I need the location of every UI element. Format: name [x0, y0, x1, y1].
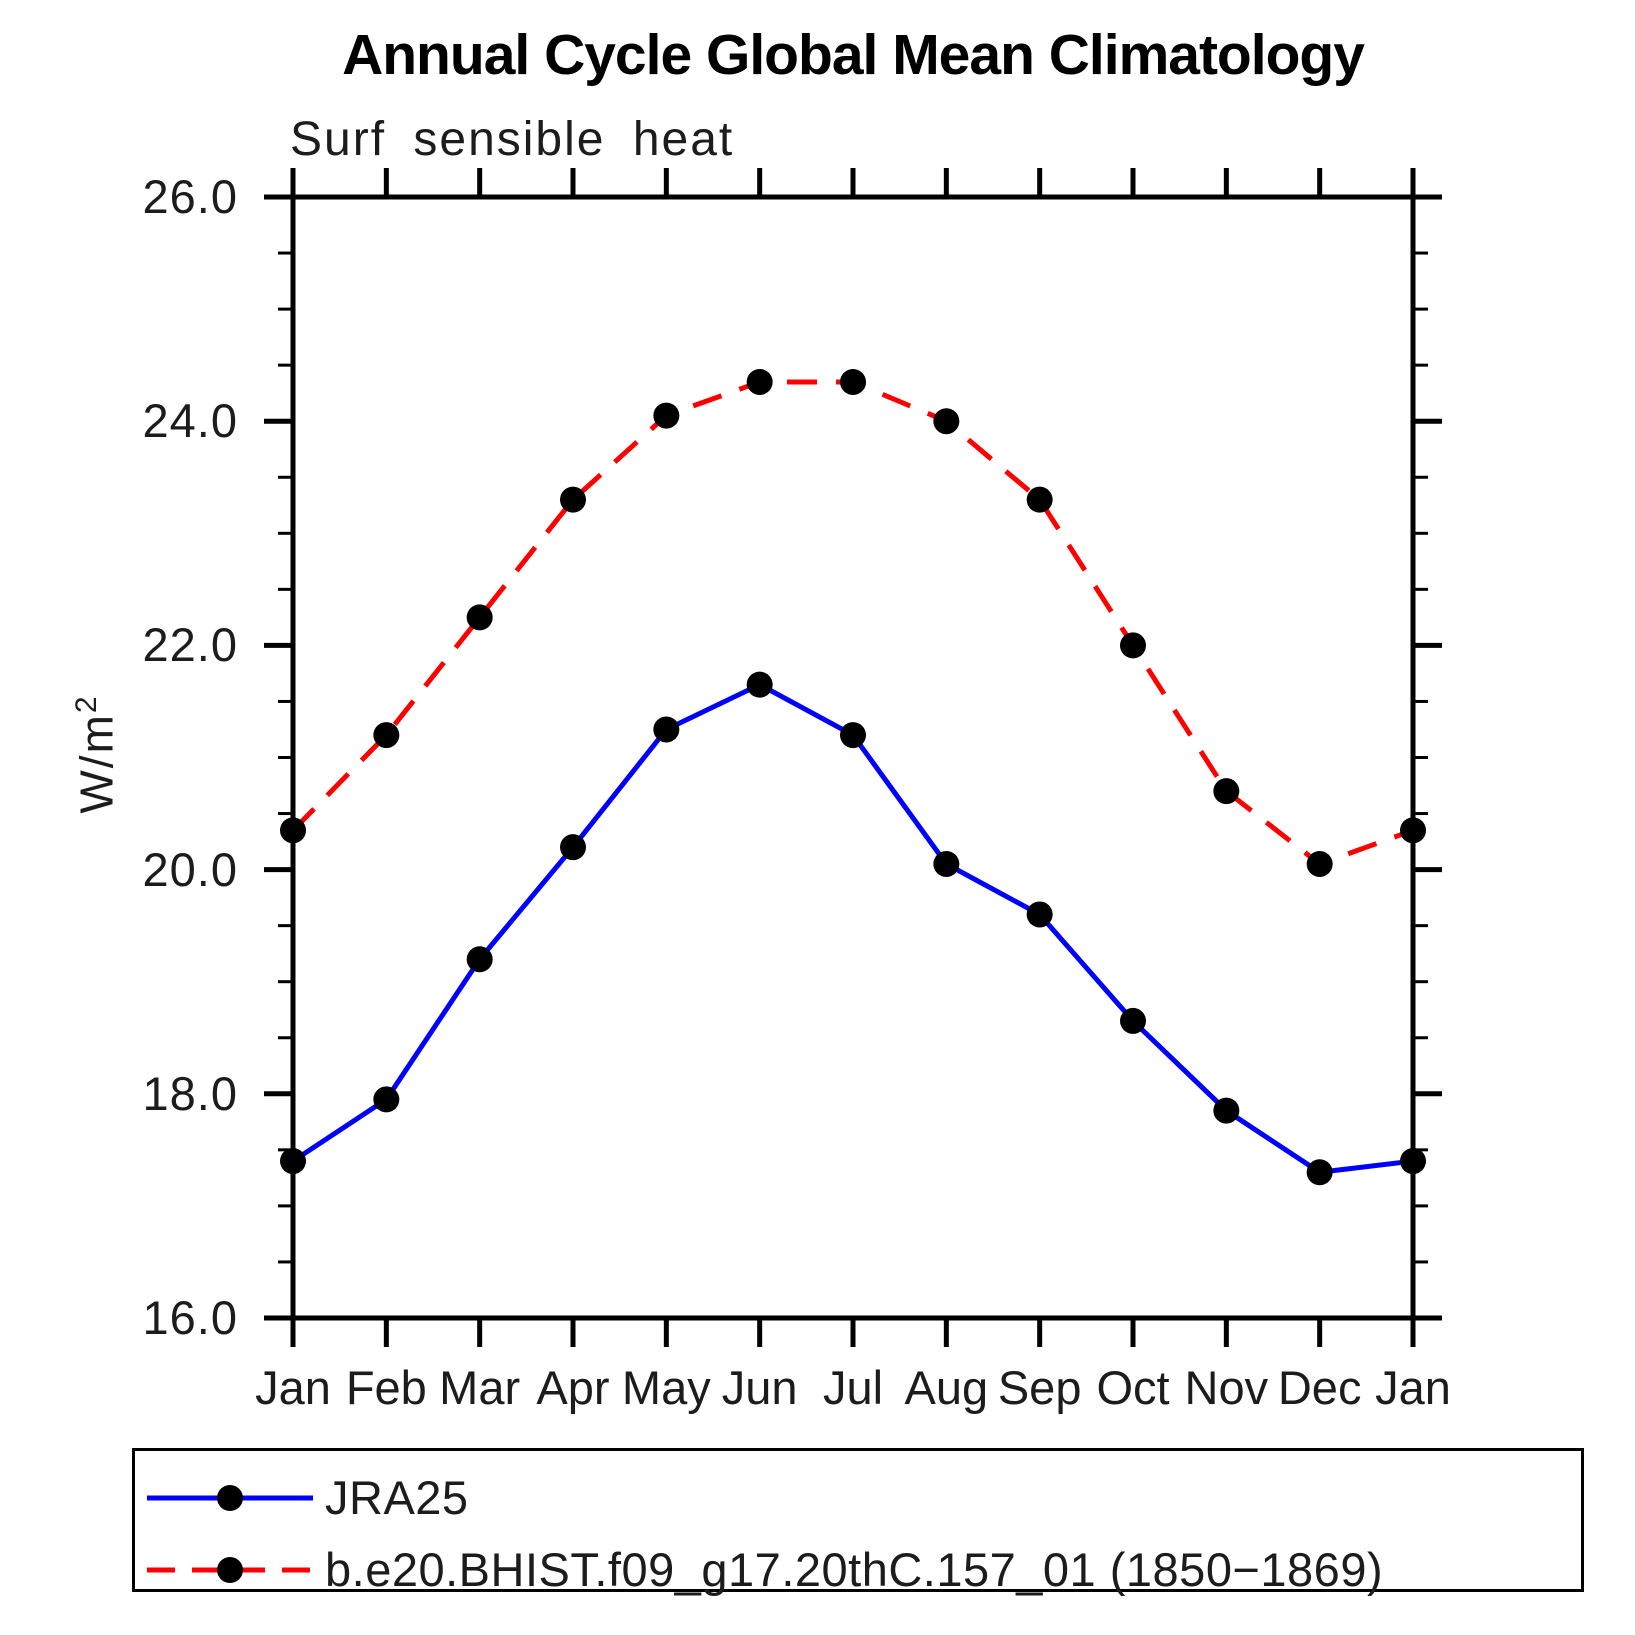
- x-tick-label-7-Aug: Aug: [904, 1361, 989, 1414]
- x-tick-label-10-Nov: Nov: [1184, 1361, 1269, 1414]
- y-tick-label-22.0: 22.0: [142, 618, 238, 672]
- chart-title: Annual Cycle Global Mean Climatology: [342, 23, 1365, 87]
- x-tick-label-0-Jan: Jan: [255, 1361, 331, 1414]
- x-tick-label-4-May: May: [621, 1361, 711, 1414]
- y-tick-label-16.0: 16.0: [142, 1291, 238, 1344]
- legend-sample-solid-line: [147, 1485, 313, 1511]
- x-tick-label-5-Jun: Jun: [721, 1361, 798, 1414]
- chart-subtitle: Surf sensible heat: [290, 113, 735, 166]
- y-tick-label-18.0: 18.0: [142, 1066, 238, 1120]
- x-tick-label-1-Feb: Feb: [345, 1361, 427, 1414]
- x-tick-label-2-Mar: Mar: [439, 1361, 521, 1414]
- y-tick-label-24.0: 24.0: [142, 394, 238, 448]
- legend-sample-dashed-line: [147, 1557, 313, 1583]
- legend-marker-dot: [217, 1557, 243, 1583]
- legend-label-jra25: JRA25: [325, 1471, 469, 1524]
- x-tick-label-9-Oct: Oct: [1096, 1361, 1170, 1414]
- x-tick-label-12-Jan: Jan: [1375, 1361, 1451, 1414]
- x-tick-label-11-Dec: Dec: [1277, 1361, 1362, 1414]
- y-tick-label-20.0: 20.0: [142, 842, 238, 896]
- x-tick-label-8-Sep: Sep: [997, 1361, 1082, 1414]
- legend-marker-dot: [217, 1485, 243, 1511]
- legend-label-model: b.e20.BHIST.f09_g17.20thC.157_01 (1850−1…: [325, 1543, 1384, 1596]
- x-tick-label-6-Jul: Jul: [822, 1361, 884, 1414]
- y-tick-label-26.0: 26.0: [142, 170, 238, 223]
- x-tick-label-3-Apr: Apr: [536, 1361, 610, 1414]
- legend: JRA25 b.e20.BHIST.f09_g17.20thC.157_01 (…: [132, 1448, 1584, 1596]
